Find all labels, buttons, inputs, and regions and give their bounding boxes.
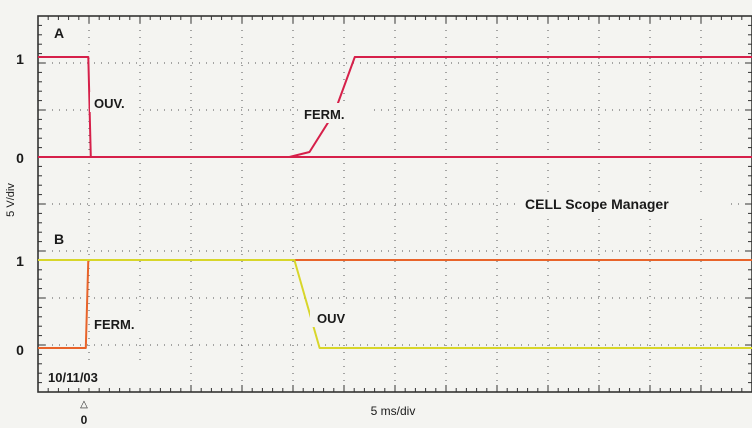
watermark-bg <box>520 193 730 215</box>
annotation-ouv-b-bg <box>310 307 362 327</box>
panel-a-ytick-0: 0 <box>16 150 24 166</box>
annotation-ouv-a: OUV. <box>94 96 125 111</box>
annotation-ferm-b: FERM. <box>94 317 134 332</box>
annotation-ouv-b: OUV <box>317 311 346 326</box>
y-axis-label: 5 V/div <box>5 183 17 217</box>
origin-marker-icon: △ <box>80 399 88 410</box>
chart-grid <box>37 15 752 393</box>
panel-b-ytick-1: 1 <box>16 253 24 269</box>
panel-b-ytick-0: 0 <box>16 342 24 358</box>
chart-traces <box>38 56 752 349</box>
annotation-ferm-a: FERM. <box>304 107 344 122</box>
date-stamp-bg <box>44 366 142 388</box>
x-origin-label: 0 <box>81 413 88 427</box>
panel-b-label: B <box>54 231 64 247</box>
panel-a-label: A <box>54 25 64 41</box>
annotation-ferm-b-bg <box>90 313 156 333</box>
date-stamp: 10/11/03 <box>48 370 98 385</box>
x-axis-label: 5 ms/div <box>371 404 416 418</box>
annotation-ouv-a-bg <box>90 92 138 112</box>
annotation-ferm-a-bg <box>300 103 372 123</box>
trace-b-1 <box>38 259 752 349</box>
trace-b-2 <box>38 259 752 349</box>
watermark-text: CELL Scope Manager <box>525 196 669 212</box>
panel-a-ytick-1: 1 <box>16 51 24 67</box>
